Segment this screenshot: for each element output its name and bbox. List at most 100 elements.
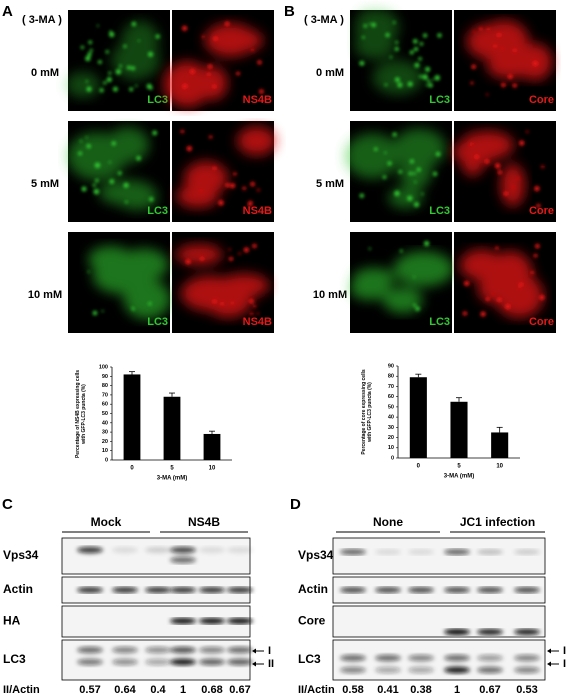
row-label: 5 mM: [31, 178, 59, 190]
cell-signal: [452, 130, 525, 207]
micrograph: [454, 10, 556, 111]
punctum: [431, 78, 434, 81]
punctum: [212, 299, 217, 304]
punctum: [88, 40, 92, 45]
punctum: [108, 71, 112, 75]
punctum: [491, 293, 495, 296]
puncta: [180, 129, 260, 207]
band: [77, 646, 103, 654]
punctum: [387, 161, 392, 166]
bar: [123, 374, 141, 460]
punctum: [259, 89, 264, 94]
punctum: [497, 170, 503, 175]
cell: [121, 20, 159, 61]
punctum: [101, 310, 104, 313]
puncta: [359, 132, 441, 208]
punctum: [230, 301, 234, 305]
punctum: [252, 243, 257, 249]
band: [444, 548, 470, 556]
cell: [392, 128, 446, 168]
punctum: [512, 83, 517, 88]
band: [170, 586, 196, 594]
punctum: [135, 84, 138, 87]
blot-label: Vps34: [3, 548, 39, 562]
error-bar: [456, 397, 462, 402]
cell: [88, 245, 134, 273]
punctum: [256, 312, 259, 315]
punctum: [518, 282, 524, 287]
punctum: [536, 203, 541, 208]
punctum: [112, 86, 118, 92]
y-tick-label: 30: [102, 430, 108, 436]
band: [444, 628, 470, 636]
cell-signal: [176, 126, 277, 208]
punctum: [132, 308, 135, 311]
punctum: [470, 81, 474, 85]
band: [514, 548, 540, 556]
band: [514, 586, 540, 594]
row-label: 0 mM: [31, 67, 59, 79]
row-label: 10 mM: [313, 289, 347, 301]
band: [170, 658, 196, 666]
punctum: [94, 162, 101, 169]
punctum: [362, 36, 365, 39]
error-bar: [415, 373, 422, 378]
punctum: [152, 130, 158, 136]
row-label: 0 mM: [316, 67, 344, 79]
puncta: [468, 130, 545, 208]
punctum: [397, 82, 403, 88]
punctum: [129, 87, 134, 92]
punctum: [409, 50, 414, 55]
micrograph: [344, 121, 452, 222]
blot-label: LC3: [3, 652, 26, 666]
y-tick-label: 80: [388, 374, 394, 380]
error-bar: [209, 430, 215, 434]
punctum: [125, 200, 128, 204]
channel-label: NS4B: [243, 205, 272, 217]
band: [112, 586, 138, 594]
ratio-label: II/Actin: [298, 684, 335, 696]
channel-label: NS4B: [243, 316, 272, 328]
band: [514, 654, 540, 662]
punctum: [233, 172, 237, 176]
punctum: [408, 171, 413, 176]
punctum: [394, 190, 400, 197]
punctum: [419, 42, 424, 46]
punctum: [468, 143, 471, 146]
punctum: [395, 40, 399, 44]
ratio-label: II/Actin: [3, 684, 40, 696]
punctum: [480, 311, 486, 317]
channel-label: Core: [529, 205, 554, 217]
punctum: [89, 48, 93, 52]
punctum: [472, 30, 476, 33]
cell: [163, 61, 211, 108]
channel-label: Core: [529, 94, 554, 106]
band: [477, 666, 503, 674]
punctum: [494, 163, 501, 169]
punctum: [532, 60, 539, 67]
punctum: [407, 195, 413, 202]
cell: [355, 9, 383, 47]
cell-signal: [65, 20, 161, 98]
band: [227, 546, 253, 554]
punctum: [85, 136, 88, 139]
band: [112, 646, 138, 654]
punctum: [182, 83, 188, 89]
y-tick-label: 30: [388, 425, 394, 431]
punctum: [394, 77, 400, 83]
x-tick-label: 0: [130, 466, 134, 472]
lc3-form-label: II: [563, 658, 566, 670]
treatment-label: ( 3-MA ): [304, 14, 344, 26]
punctum: [87, 52, 92, 57]
puncta: [78, 130, 158, 204]
punctum: [414, 62, 420, 68]
y-tick-label: 90: [102, 374, 108, 380]
punctum: [224, 21, 230, 27]
ratio-value: 0.4: [150, 684, 166, 696]
punctum: [86, 143, 91, 149]
punctum: [530, 270, 534, 275]
punctum: [108, 161, 111, 164]
bands: [340, 548, 540, 556]
punctum: [505, 303, 511, 310]
punctum: [413, 46, 419, 52]
